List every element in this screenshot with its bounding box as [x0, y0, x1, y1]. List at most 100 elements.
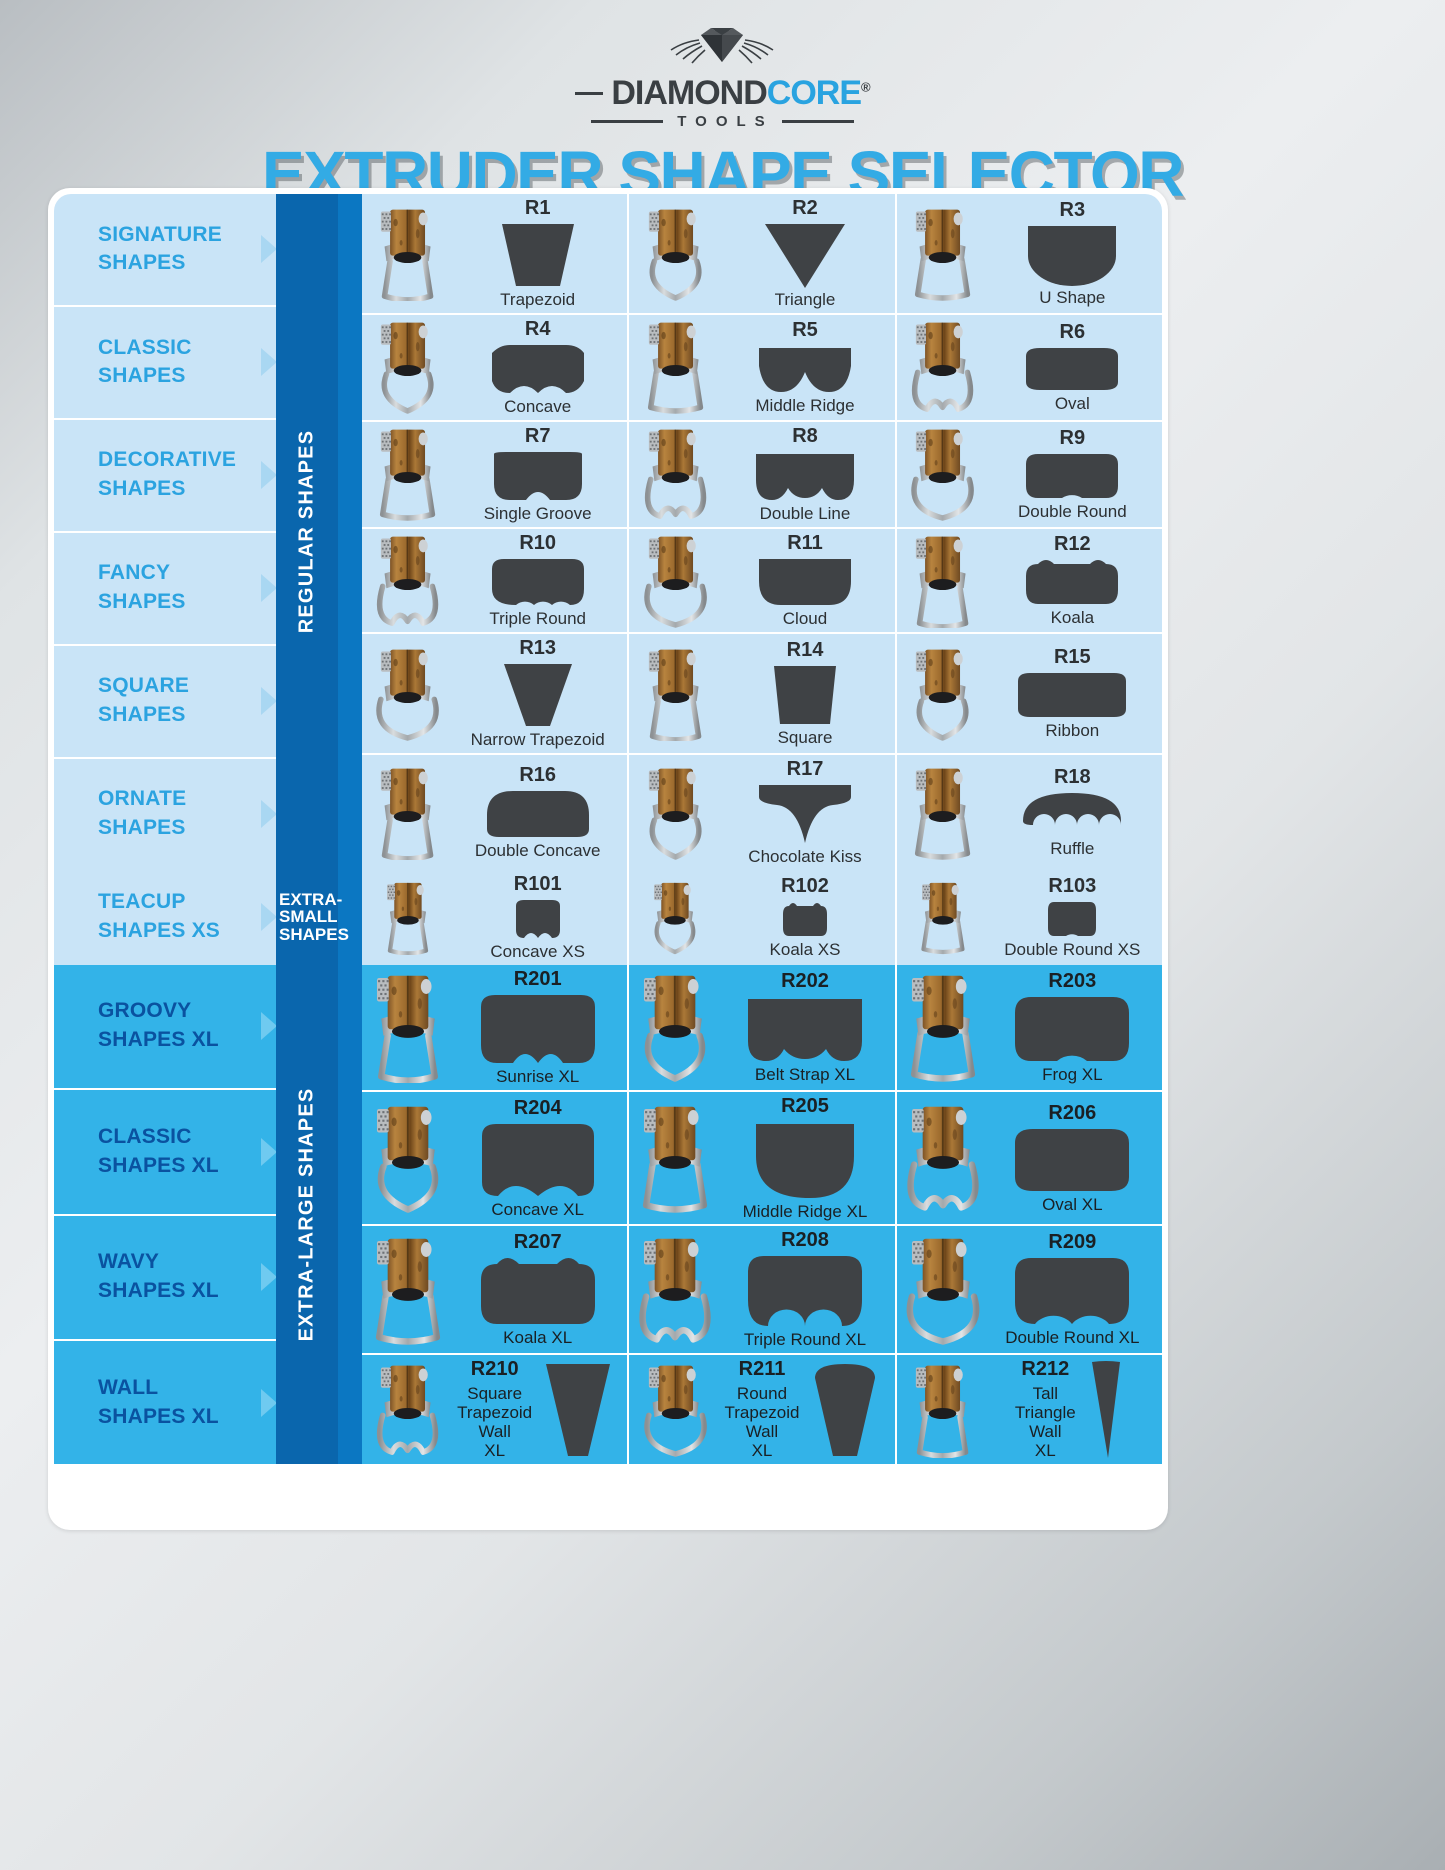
category-cell[interactable]: GROOVY SHAPES XL — [54, 964, 277, 1091]
shape-silhouette — [758, 347, 851, 392]
shape-code: R2 — [792, 197, 818, 219]
category-label: SQUARE SHAPES — [98, 674, 190, 727]
shape-cell[interactable]: R12 Koala — [897, 529, 1162, 633]
chevron-right-icon — [261, 1137, 277, 1166]
shape-silhouette — [486, 791, 589, 838]
shape-silhouette — [1048, 901, 1097, 936]
page-header: DIAMONDCORE® TOOLS EXTRUDER SHAPE SELECT… — [0, 0, 1445, 206]
chevron-right-icon — [261, 235, 277, 264]
shape-cell[interactable]: R11 Cloud — [629, 528, 897, 633]
shape-row: R10 Triple Round — [362, 528, 1162, 635]
category-cell[interactable]: SQUARE SHAPES — [54, 645, 277, 759]
tool-image — [897, 426, 989, 522]
shape-row: R204 Concave XL — [362, 1091, 1162, 1227]
shape-cell[interactable]: R212 Tall Triangle Wall XL — [897, 1355, 1162, 1464]
shape-name: Concave — [504, 396, 572, 416]
shape-cell[interactable]: R5 Middle Ridge — [629, 314, 897, 420]
shape-name: Belt Strap XL — [754, 1064, 856, 1084]
shape-row: R210 Square Trapezoid Wall XL — [362, 1355, 1162, 1465]
shape-cell[interactable]: R17 Chocolate Kiss — [629, 755, 897, 870]
tool-image — [362, 1234, 454, 1346]
category-label: CLASSIC SHAPES — [98, 335, 192, 388]
shape-cell[interactable]: R202 Belt Strap XL — [629, 964, 897, 1090]
shape-cell[interactable]: R204 Concave XL — [362, 1091, 630, 1225]
shape-cell[interactable]: R102 Koala XS — [629, 869, 897, 965]
shape-cell[interactable]: R2 Triangle — [629, 194, 897, 313]
shape-silhouette — [755, 453, 854, 500]
category-cell[interactable]: FANCY SHAPES — [54, 532, 277, 646]
category-cell[interactable]: SIGNATURE SHAPES — [54, 194, 277, 307]
shape-section: SIGNATURE SHAPES CLASSIC SHAPES DECORATIVE… — [54, 194, 1162, 870]
shape-cell[interactable]: R18 Ruffle — [897, 755, 1162, 870]
tool-image — [362, 426, 454, 522]
category-label: WAVY SHAPES XL — [98, 1250, 219, 1303]
extruder-tool-photo — [907, 1106, 979, 1211]
category-cell[interactable]: DECORATIVE SHAPES — [54, 419, 277, 533]
shape-name: Koala XS — [769, 939, 841, 959]
shape-info: R6 Oval — [989, 322, 1162, 413]
category-label: GROOVY SHAPES XL — [98, 999, 219, 1052]
shape-cell[interactable]: R206 Oval XL — [897, 1092, 1162, 1225]
shape-cell[interactable]: R210 Square Trapezoid Wall XL — [362, 1355, 630, 1465]
shape-cell[interactable]: R16 Double Concave — [362, 755, 630, 870]
shape-cell[interactable]: R209 Double Round XL — [897, 1226, 1162, 1353]
section-band: EXTRA-LARGE SHAPES — [276, 964, 338, 1465]
logo-rule-right — [781, 120, 854, 123]
category-cell[interactable]: CLASSIC SHAPES — [54, 306, 277, 420]
shape-cell[interactable]: R14 Square — [629, 634, 897, 754]
shape-cell[interactable]: R4 Concave — [362, 314, 630, 420]
shape-name: Round Trapezoid Wall XL — [724, 1384, 800, 1461]
shape-cell[interactable]: R103 Double Round XS — [897, 870, 1162, 965]
shape-silhouette — [1026, 453, 1119, 498]
shape-code: R202 — [781, 969, 829, 992]
section-band-accent — [338, 869, 362, 965]
shape-cell[interactable]: R7 Single Groove — [362, 421, 630, 527]
shape-cell[interactable]: R211 Round Trapezoid Wall XL — [629, 1355, 897, 1465]
category-cell[interactable]: CLASSIC SHAPES XL — [54, 1090, 277, 1216]
tool-image — [362, 1102, 454, 1214]
category-label: WALL SHAPES XL — [98, 1375, 219, 1428]
shape-cell[interactable]: R201 Sunrise XL — [362, 964, 630, 1090]
extruder-tool-photo — [643, 1106, 708, 1213]
extruder-tool-photo — [648, 209, 702, 301]
shape-silhouette — [1028, 226, 1117, 286]
shape-silhouette — [747, 1256, 862, 1327]
shape-cell[interactable]: R10 Triple Round — [362, 528, 630, 633]
category-label: CLASSIC SHAPES XL — [98, 1124, 219, 1177]
category-cell[interactable]: TEACUP SHAPES XS — [54, 869, 277, 965]
shape-info: R3 U Shape — [989, 200, 1162, 307]
shape-name: Ruffle — [1050, 839, 1095, 859]
category-column: TEACUP SHAPES XS — [54, 869, 277, 965]
shape-cell[interactable]: R1 Trapezoid — [362, 194, 630, 313]
category-label: TEACUP SHAPES XS — [98, 890, 221, 943]
category-column: SIGNATURE SHAPES CLASSIC SHAPES DECORATIVE… — [54, 194, 277, 870]
shape-name: Narrow Trapezoid — [470, 730, 605, 750]
shape-cell[interactable]: R208 Triple Round XL — [629, 1226, 897, 1354]
tool-image — [629, 1234, 721, 1346]
section-band-label: REGULAR SHAPES — [295, 430, 318, 634]
shape-cell[interactable]: R15 Ribbon — [897, 634, 1162, 753]
shape-cell[interactable]: R207 Koala XL — [362, 1226, 630, 1354]
logo-rule-left — [591, 120, 664, 123]
category-cell[interactable]: WALL SHAPES XL — [54, 1341, 277, 1465]
category-cell[interactable]: WAVY SHAPES XL — [54, 1215, 277, 1341]
shape-cell[interactable]: R8 Double Line — [629, 421, 897, 527]
shape-row: R16 Double Concave — [362, 755, 1162, 870]
shape-cell[interactable]: R3 U Shape — [897, 194, 1162, 313]
shape-info: R209 Double Round XL — [989, 1232, 1162, 1347]
shape-cell[interactable]: R6 Oval — [897, 315, 1162, 420]
tool-image — [362, 206, 454, 302]
tool-image — [897, 319, 989, 415]
tool-image — [629, 319, 721, 415]
shape-cell[interactable]: R203 Frog XL — [897, 965, 1162, 1090]
extruder-tool-photo — [377, 1365, 439, 1455]
shape-selector-table: SIGNATURE SHAPES CLASSIC SHAPES DECORATIVE… — [54, 194, 1162, 1524]
shape-cell[interactable]: R13 Narrow Trapezoid — [362, 634, 630, 754]
shape-info: R203 Frog XL — [989, 971, 1162, 1084]
shape-cell[interactable]: R9 Double Round — [897, 422, 1162, 527]
extruder-tool-photo — [906, 1238, 980, 1345]
category-cell[interactable]: ORNATE SHAPES — [54, 758, 277, 870]
tool-image — [897, 1102, 989, 1214]
shape-cell[interactable]: R101 Concave XS — [362, 869, 630, 965]
shape-cell[interactable]: R205 Middle Ridge XL — [629, 1091, 897, 1225]
